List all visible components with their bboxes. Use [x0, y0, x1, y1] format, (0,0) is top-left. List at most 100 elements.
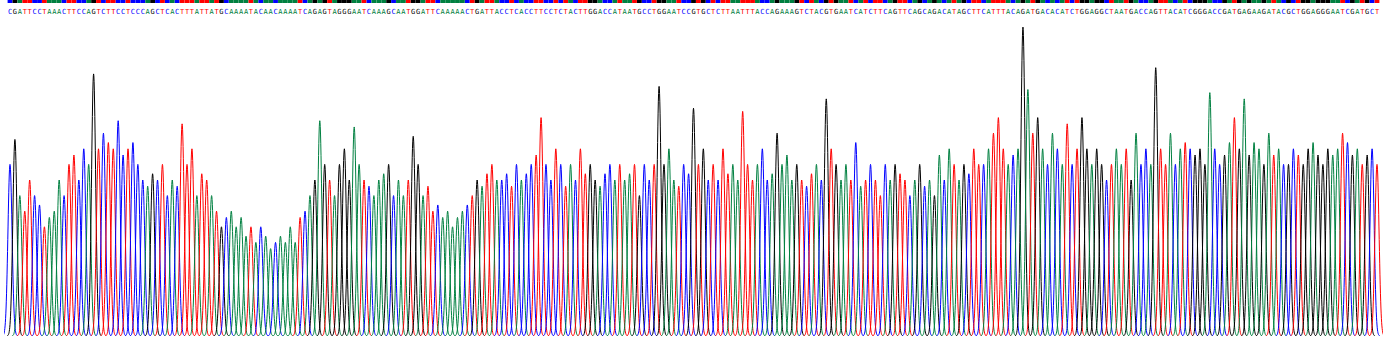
base-strip — [47, 0, 52, 3]
base-label: C — [121, 8, 125, 16]
base-strip — [1321, 0, 1326, 3]
base-strip — [1207, 0, 1212, 3]
peak — [1369, 164, 1383, 335]
base-strip — [111, 0, 116, 3]
peak — [179, 164, 195, 335]
base-label: C — [923, 8, 927, 16]
base-strip — [1001, 0, 1006, 3]
base-strip — [780, 0, 785, 3]
base-strip — [632, 0, 637, 3]
peak — [1015, 27, 1031, 336]
base-label: C — [1218, 8, 1222, 16]
base-strip — [716, 0, 721, 3]
base-strip — [1104, 0, 1109, 3]
base-strip — [755, 0, 760, 3]
base-strip — [160, 0, 165, 3]
base-strip — [371, 0, 376, 3]
peak — [686, 108, 702, 336]
base-strip — [480, 0, 485, 3]
base-label: C — [1188, 8, 1192, 16]
base-strip — [1025, 0, 1030, 3]
base-label: C — [303, 8, 307, 16]
base-strip — [303, 0, 308, 3]
base-label: G — [337, 8, 341, 16]
base-strip — [947, 0, 952, 3]
base-strip — [942, 0, 947, 3]
base-strip — [558, 0, 563, 3]
base-strip — [563, 0, 568, 3]
base-strip — [416, 0, 421, 3]
base-label: C — [908, 8, 912, 16]
base-strip — [883, 0, 888, 3]
base-strip — [1370, 0, 1375, 3]
base-strip — [1247, 0, 1252, 3]
base-label: T — [1375, 8, 1380, 16]
peak — [1236, 99, 1252, 336]
base-strip — [401, 0, 406, 3]
base-strip — [499, 0, 504, 3]
base-strip — [460, 0, 465, 3]
base-strip — [362, 0, 367, 3]
base-strip — [1129, 0, 1134, 3]
base-strip — [1311, 0, 1316, 3]
peak — [848, 143, 864, 336]
base-strip — [627, 0, 632, 3]
base-strip — [194, 0, 199, 3]
base-strip — [834, 0, 839, 3]
peak — [735, 111, 751, 335]
base-label: G — [701, 8, 705, 16]
base-strip — [976, 0, 981, 3]
base-strip — [234, 0, 239, 3]
base-label: C — [367, 8, 371, 16]
base-strip — [1335, 0, 1340, 3]
base-label: C — [942, 8, 946, 16]
base-label: C — [1055, 8, 1059, 16]
base-label: C — [603, 8, 607, 16]
base-strip — [312, 0, 317, 3]
base-strip — [1075, 0, 1080, 3]
base-strip — [288, 0, 293, 3]
base-strip — [1178, 0, 1183, 3]
base-strip — [789, 0, 794, 3]
base-strip — [544, 0, 549, 3]
chromatogram: CGATTCCTAAACTTCCAGTCTTCCTCCCAGCTCACTTTAT… — [0, 0, 1387, 337]
base-label: C — [1173, 8, 1177, 16]
base-strip — [1227, 0, 1232, 3]
base-strip — [829, 0, 834, 3]
base-strip — [1202, 0, 1207, 3]
base-strip — [912, 0, 917, 3]
base-label: G — [416, 8, 420, 16]
base-strip — [848, 0, 853, 3]
base-strip — [578, 0, 583, 3]
base-strip — [637, 0, 642, 3]
base-strip — [1252, 0, 1257, 3]
base-calls: CGATTCCTAAACTTCCAGTCTTCCTCCCAGCTCACTTTAT… — [8, 0, 1380, 16]
base-strip — [440, 0, 445, 3]
base-strip — [263, 0, 268, 3]
base-label: G — [1286, 8, 1290, 16]
base-strip — [726, 0, 731, 3]
base-label: C — [549, 8, 553, 16]
base-strip — [298, 0, 303, 3]
base-strip — [657, 0, 662, 3]
base-label: G — [13, 8, 17, 16]
base-strip — [839, 0, 844, 3]
base-label: C — [544, 8, 548, 16]
base-strip — [1276, 0, 1281, 3]
base-label: C — [1104, 8, 1108, 16]
base-strip — [1306, 0, 1311, 3]
base-strip — [1222, 0, 1227, 3]
base-strip — [721, 0, 726, 3]
base-strip — [598, 0, 603, 3]
base-strip — [996, 0, 1001, 3]
base-strip — [96, 0, 101, 3]
base-label: G — [1222, 8, 1226, 16]
base-strip — [671, 0, 676, 3]
base-strip — [1094, 0, 1099, 3]
base-strip — [858, 0, 863, 3]
base-strip — [770, 0, 775, 3]
base-strip — [347, 0, 352, 3]
base-label: C — [131, 8, 135, 16]
base-strip — [1163, 0, 1168, 3]
base-strip — [1217, 0, 1222, 3]
